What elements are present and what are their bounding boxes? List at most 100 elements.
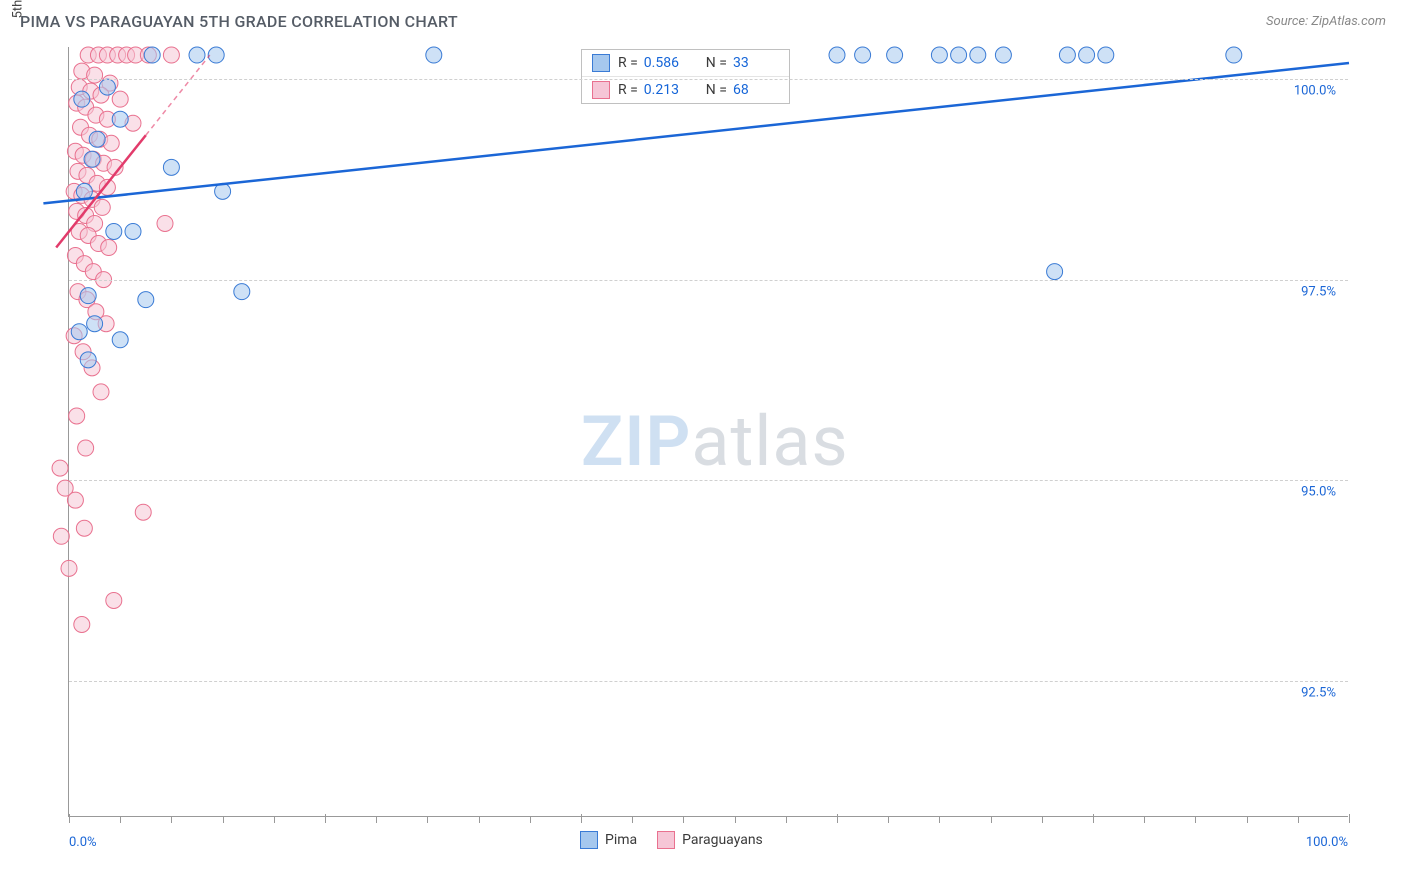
pima-point: [995, 47, 1011, 63]
gridline: [69, 79, 1348, 80]
chart-header: PIMA VS PARAGUAYAN 5TH GRADE CORRELATION…: [0, 0, 1406, 39]
pima-point: [71, 324, 87, 340]
x-tick: [991, 817, 992, 823]
gridline: [69, 480, 1348, 481]
gridline: [69, 681, 1348, 682]
pima-point: [99, 79, 115, 95]
pima-point: [106, 223, 122, 239]
pima-point: [829, 47, 845, 63]
stats-r-value: 0.586: [644, 55, 690, 71]
x-tick: [479, 817, 480, 823]
x-tick: [888, 817, 889, 823]
pima-point: [76, 183, 92, 199]
pima-point: [87, 316, 103, 332]
x-tick: [1298, 817, 1299, 823]
stats-box: R =0.586N =33R =0.213N =68: [581, 49, 790, 104]
x-tick: [427, 817, 428, 823]
legend-item: Paraguayans: [657, 831, 763, 849]
pima-point: [1059, 47, 1075, 63]
pima-point: [234, 284, 250, 300]
y-tick-label: 95.0%: [1301, 485, 1336, 500]
pima-point: [931, 47, 947, 63]
legend-item: Pima: [580, 831, 637, 849]
pima-point: [80, 352, 96, 368]
x-tick: [69, 814, 70, 823]
x-tick: [735, 817, 736, 823]
pima-point: [112, 111, 128, 127]
pima-point: [1047, 264, 1063, 280]
pima-point: [1079, 47, 1095, 63]
pima-point: [855, 47, 871, 63]
paraguayan-point: [52, 460, 68, 476]
pima-point: [125, 223, 141, 239]
stats-swatch: [592, 81, 610, 99]
chart-title: PIMA VS PARAGUAYAN 5TH GRADE CORRELATION…: [20, 12, 458, 31]
pima-point: [1098, 47, 1114, 63]
pima-point: [84, 151, 100, 167]
paraguayan-point: [157, 215, 173, 231]
stats-r-label: R =: [618, 55, 638, 71]
legend-label: Paraguayans: [682, 832, 763, 848]
x-tick: [171, 817, 172, 823]
stats-n-label: N =: [706, 82, 727, 98]
paraguayan-point: [76, 520, 92, 536]
pima-point: [74, 91, 90, 107]
x-tick: [376, 817, 377, 823]
paraguayan-point: [163, 47, 179, 63]
x-tick: [1144, 817, 1145, 823]
paraguayan-point: [93, 384, 109, 400]
paraguayan-trend-line-extrap: [146, 55, 210, 135]
y-tick-label: 97.5%: [1301, 284, 1336, 299]
stats-r-label: R =: [618, 82, 638, 98]
plot-region: ZIPatlas R =0.586N =33R =0.213N =68 100.…: [68, 47, 1348, 817]
y-axis-label: 5th Grade: [11, 0, 26, 18]
legend: Pima Paraguayans: [580, 831, 763, 849]
paraguayan-point: [69, 408, 85, 424]
paraguayan-point: [78, 440, 94, 456]
x-tick: [939, 817, 940, 823]
stats-row: R =0.586N =33: [582, 50, 789, 76]
x-tick: [120, 817, 121, 823]
paraguayan-point: [106, 592, 122, 608]
chart-svg: [69, 47, 1349, 817]
paraguayan-point: [61, 560, 77, 576]
stats-r-value: 0.213: [644, 82, 690, 98]
x-tick: [1247, 817, 1248, 823]
legend-swatch: [657, 831, 675, 849]
x-tick: [223, 817, 224, 823]
paraguayan-point: [135, 504, 151, 520]
pima-point: [144, 47, 160, 63]
pima-point: [1226, 47, 1242, 63]
x-tick: [325, 814, 326, 823]
x-tick: [1093, 814, 1094, 823]
x-tick: [1195, 817, 1196, 823]
pima-point: [189, 47, 205, 63]
paraguayan-point: [94, 199, 110, 215]
x-tick: [1042, 817, 1043, 823]
paraguayan-point: [87, 67, 103, 83]
x-tick: [1349, 814, 1350, 823]
pima-point: [887, 47, 903, 63]
x-tick: [274, 817, 275, 823]
legend-swatch: [580, 831, 598, 849]
pima-point: [89, 131, 105, 147]
x-tick: [632, 817, 633, 823]
pima-point: [138, 292, 154, 308]
paraguayan-point: [74, 617, 90, 633]
paraguayan-point: [103, 135, 119, 151]
x-tick: [581, 814, 582, 823]
x-tick: [837, 814, 838, 823]
paraguayan-point: [53, 528, 69, 544]
pima-point: [208, 47, 224, 63]
x-axis-max-label: 100.0%: [1306, 835, 1348, 850]
legend-label: Pima: [605, 832, 637, 848]
pima-point: [426, 47, 442, 63]
x-tick: [683, 817, 684, 823]
pima-point: [970, 47, 986, 63]
x-axis-min-label: 0.0%: [69, 835, 97, 850]
gridline: [69, 280, 1348, 281]
chart-source: Source: ZipAtlas.com: [1266, 14, 1386, 29]
paraguayan-point: [67, 492, 83, 508]
stats-n-value: 68: [733, 82, 779, 98]
stats-n-label: N =: [706, 55, 727, 71]
